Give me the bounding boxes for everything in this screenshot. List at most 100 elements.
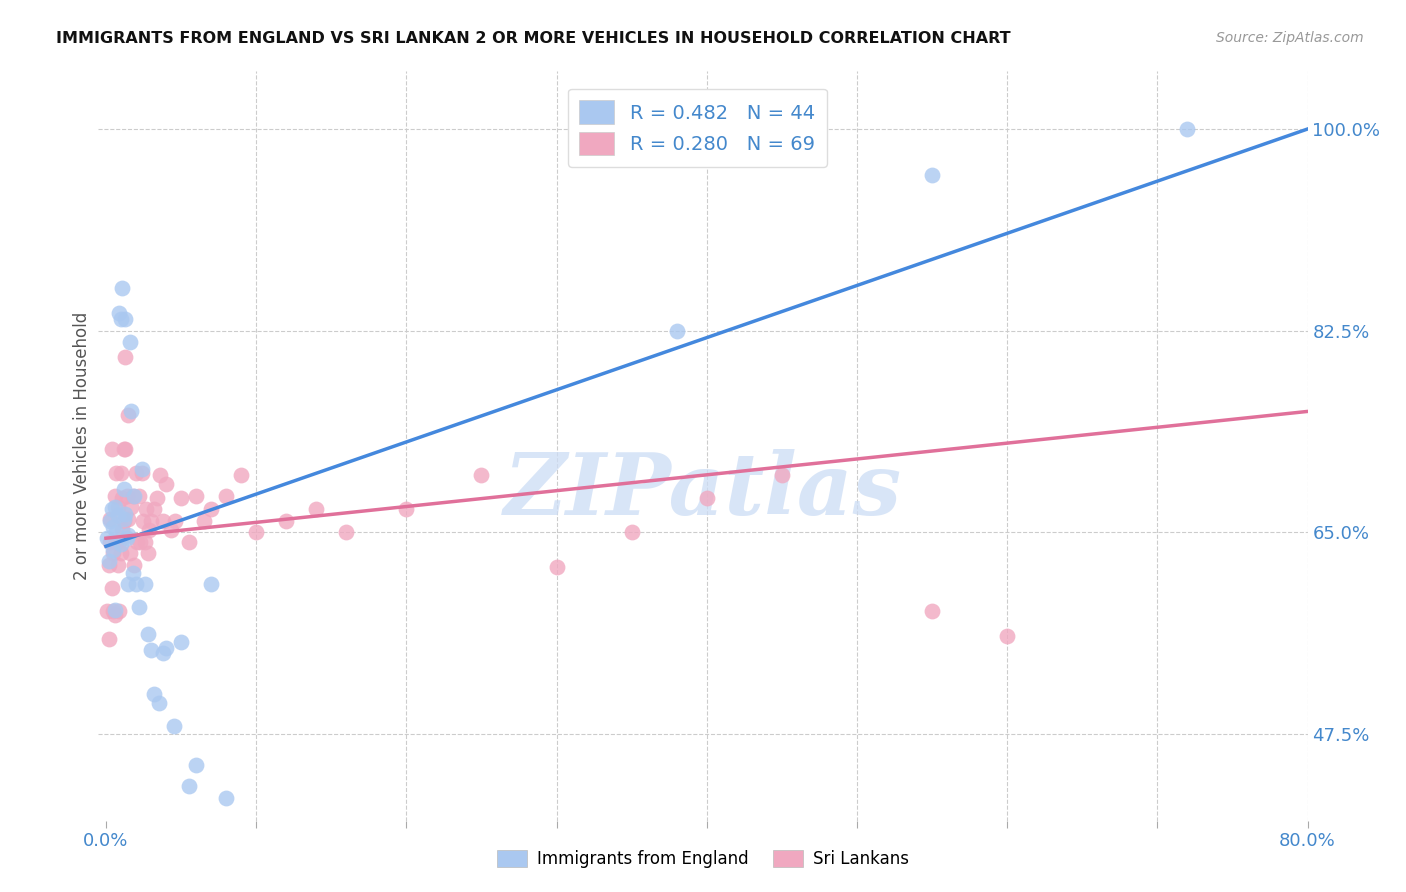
Point: [117, 577, 139, 591]
Point: [143, 502, 166, 516]
Point: [620, 525, 643, 540]
Point: [101, 581, 124, 595]
Point: [128, 489, 150, 503]
Point: [121, 500, 143, 514]
Point: [125, 577, 148, 591]
Point: [110, 546, 132, 560]
Point: [108, 306, 131, 320]
Point: [305, 502, 328, 516]
Point: [111, 281, 134, 295]
Point: [139, 643, 162, 657]
Point: [170, 635, 193, 649]
Point: [110, 312, 132, 326]
Point: [111, 523, 134, 537]
Point: [155, 477, 177, 491]
Point: [136, 627, 159, 641]
Text: Source: ZipAtlas.com: Source: ZipAtlas.com: [1216, 31, 1364, 45]
Point: [163, 514, 186, 528]
Point: [770, 467, 793, 482]
Point: [124, 558, 146, 572]
Point: [131, 462, 153, 476]
Point: [107, 558, 129, 572]
Point: [97, 632, 120, 646]
Point: [127, 534, 149, 549]
Point: [1177, 122, 1199, 136]
Point: [114, 442, 136, 457]
Point: [97, 554, 120, 568]
Point: [134, 534, 156, 549]
Point: [117, 511, 139, 525]
Point: [105, 466, 128, 480]
Point: [152, 647, 174, 661]
Point: [110, 466, 132, 480]
Point: [104, 603, 127, 617]
Point: [114, 312, 136, 326]
Point: [117, 528, 139, 542]
Point: [143, 687, 166, 701]
Point: [135, 502, 157, 516]
Point: [117, 408, 139, 422]
Point: [118, 335, 141, 350]
Point: [115, 531, 138, 545]
Text: ZIPatlas: ZIPatlas: [503, 450, 903, 533]
Point: [696, 491, 718, 505]
Point: [112, 442, 135, 457]
Point: [470, 467, 492, 482]
Point: [159, 523, 181, 537]
Legend: Immigrants from England, Sri Lankans: Immigrants from England, Sri Lankans: [491, 843, 915, 875]
Point: [100, 511, 122, 525]
Point: [132, 514, 155, 528]
Point: [146, 491, 169, 505]
Point: [103, 542, 125, 557]
Point: [104, 489, 127, 503]
Point: [107, 500, 129, 514]
Point: [276, 514, 298, 528]
Point: [152, 514, 174, 528]
Point: [139, 514, 162, 528]
Point: [335, 525, 357, 540]
Point: [395, 502, 418, 516]
Point: [103, 519, 125, 533]
Text: IMMIGRANTS FROM ENGLAND VS SRI LANKAN 2 OR MORE VEHICLES IN HOUSEHOLD CORRELATIO: IMMIGRANTS FROM ENGLAND VS SRI LANKAN 2 …: [56, 31, 1011, 46]
Point: [115, 489, 138, 503]
Point: [215, 790, 238, 805]
Point: [96, 604, 118, 618]
Point: [122, 566, 145, 580]
Point: [124, 489, 146, 503]
Point: [100, 534, 122, 549]
Point: [200, 577, 222, 591]
Point: [104, 500, 127, 514]
Point: [114, 507, 136, 521]
Point: [103, 546, 125, 560]
Point: [229, 467, 252, 482]
Point: [108, 534, 131, 549]
Point: [921, 168, 943, 182]
Point: [149, 467, 172, 482]
Point: [245, 525, 267, 540]
Point: [111, 491, 134, 505]
Point: [100, 514, 122, 528]
Point: [118, 546, 141, 560]
Point: [215, 489, 238, 503]
Point: [995, 629, 1018, 643]
Point: [96, 531, 118, 545]
Point: [103, 604, 125, 618]
Y-axis label: 2 or more Vehicles in Household: 2 or more Vehicles in Household: [73, 312, 91, 580]
Point: [921, 604, 943, 618]
Point: [108, 604, 131, 618]
Point: [121, 404, 143, 418]
Point: [110, 537, 132, 551]
Point: [136, 546, 159, 560]
Point: [184, 489, 207, 503]
Point: [97, 558, 120, 572]
Point: [101, 502, 124, 516]
Point: [193, 514, 215, 528]
Point: [138, 523, 160, 537]
Point: [129, 534, 152, 549]
Point: [170, 491, 193, 505]
Point: [200, 502, 222, 516]
Point: [134, 577, 156, 591]
Point: [101, 442, 124, 457]
Point: [546, 560, 568, 574]
Point: [107, 508, 129, 523]
